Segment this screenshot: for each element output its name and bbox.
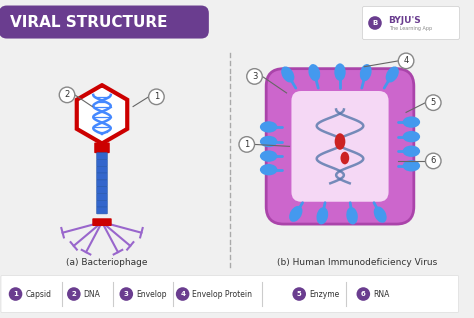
Text: 1: 1	[154, 92, 159, 101]
Text: B: B	[373, 20, 378, 26]
FancyBboxPatch shape	[1, 276, 458, 313]
FancyBboxPatch shape	[97, 193, 107, 200]
Circle shape	[176, 287, 190, 301]
Text: RNA: RNA	[373, 289, 390, 299]
Ellipse shape	[260, 136, 277, 147]
Ellipse shape	[335, 133, 346, 150]
FancyBboxPatch shape	[92, 218, 112, 226]
Ellipse shape	[402, 160, 420, 171]
FancyBboxPatch shape	[97, 160, 107, 166]
Ellipse shape	[317, 207, 328, 225]
Ellipse shape	[402, 131, 420, 142]
Circle shape	[426, 153, 441, 169]
Circle shape	[59, 87, 75, 103]
Text: 2: 2	[64, 90, 70, 100]
FancyBboxPatch shape	[97, 207, 107, 214]
Text: BYJU'S: BYJU'S	[389, 16, 421, 24]
Polygon shape	[77, 85, 127, 143]
Ellipse shape	[260, 164, 277, 175]
FancyBboxPatch shape	[362, 6, 459, 39]
Text: 3: 3	[124, 291, 129, 297]
Circle shape	[247, 69, 262, 84]
Text: (b) Human Immunodeficiency Virus: (b) Human Immunodeficiency Virus	[277, 259, 437, 267]
Circle shape	[9, 287, 22, 301]
Ellipse shape	[281, 66, 294, 83]
Circle shape	[426, 95, 441, 110]
Circle shape	[119, 287, 133, 301]
Ellipse shape	[374, 206, 387, 223]
Ellipse shape	[386, 66, 399, 83]
Circle shape	[67, 287, 81, 301]
Text: Enzyme: Enzyme	[309, 289, 339, 299]
Ellipse shape	[360, 64, 372, 81]
FancyBboxPatch shape	[97, 173, 107, 180]
Ellipse shape	[402, 146, 420, 157]
Circle shape	[356, 287, 370, 301]
Text: 6: 6	[430, 156, 436, 165]
Text: Capsid: Capsid	[25, 289, 51, 299]
FancyBboxPatch shape	[0, 5, 209, 38]
Text: (a) Bacteriophage: (a) Bacteriophage	[66, 259, 147, 267]
Text: 1: 1	[13, 291, 18, 297]
Text: 1: 1	[244, 140, 249, 149]
FancyBboxPatch shape	[97, 187, 107, 193]
Circle shape	[398, 53, 414, 69]
Ellipse shape	[309, 64, 320, 81]
Text: 4: 4	[403, 56, 409, 66]
FancyBboxPatch shape	[97, 166, 107, 173]
FancyBboxPatch shape	[266, 69, 414, 224]
Text: 4: 4	[180, 291, 185, 297]
Ellipse shape	[346, 207, 358, 225]
Circle shape	[368, 16, 382, 30]
FancyBboxPatch shape	[97, 180, 107, 187]
Ellipse shape	[289, 206, 302, 222]
Circle shape	[239, 137, 255, 152]
Text: Envelop Protein: Envelop Protein	[192, 289, 252, 299]
Circle shape	[149, 89, 164, 105]
Circle shape	[292, 287, 306, 301]
Ellipse shape	[260, 121, 277, 133]
Text: 2: 2	[72, 291, 76, 297]
Text: VIRAL STRUCTURE: VIRAL STRUCTURE	[9, 15, 167, 30]
Ellipse shape	[260, 150, 277, 162]
Text: DNA: DNA	[83, 289, 100, 299]
Text: 6: 6	[361, 291, 366, 297]
Ellipse shape	[402, 116, 420, 128]
FancyBboxPatch shape	[97, 153, 107, 160]
FancyBboxPatch shape	[292, 91, 389, 202]
FancyBboxPatch shape	[97, 200, 107, 207]
Text: 3: 3	[252, 72, 257, 81]
Text: The Learning App: The Learning App	[389, 26, 432, 31]
Text: Envelop: Envelop	[136, 289, 166, 299]
Ellipse shape	[340, 152, 349, 164]
Ellipse shape	[334, 63, 346, 81]
FancyBboxPatch shape	[94, 142, 110, 153]
Text: 5: 5	[297, 291, 301, 297]
Text: 5: 5	[431, 98, 436, 107]
